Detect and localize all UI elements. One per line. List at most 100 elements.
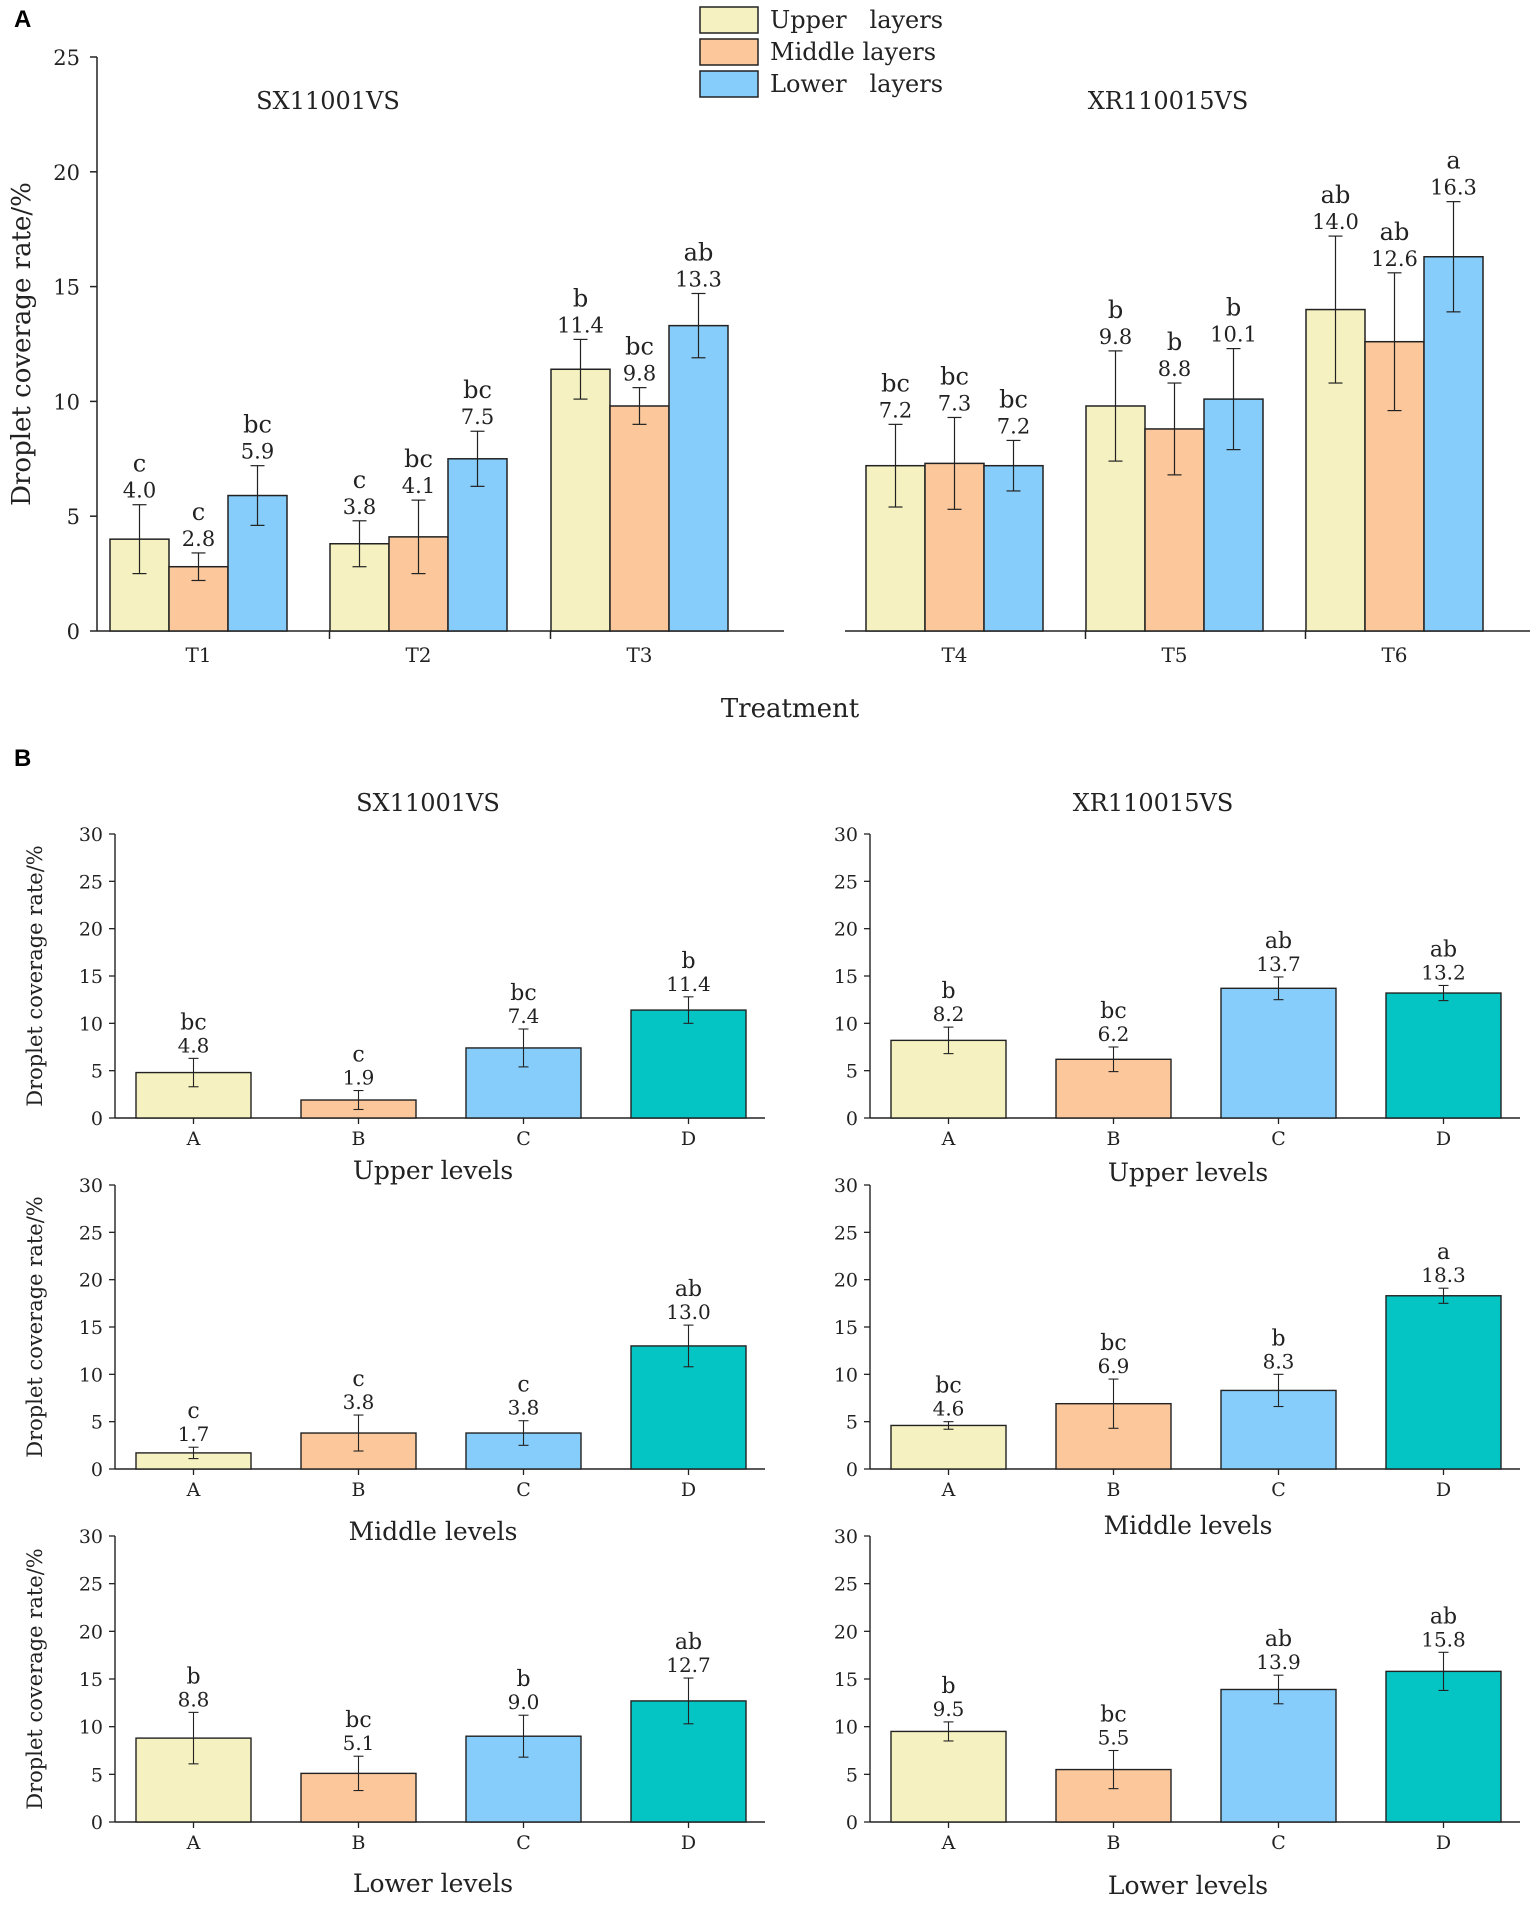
p00-ytick-label-0: 0 xyxy=(91,1108,103,1130)
p20-letter-label-D: ab xyxy=(675,1630,702,1655)
p01-letter-label-D: ab xyxy=(1430,937,1457,962)
p00-letter-label-C: bc xyxy=(510,981,536,1006)
p10-ytick-label-0: 0 xyxy=(91,1459,103,1481)
letter-label-T5-1: b xyxy=(1167,328,1182,356)
p00-xtick-label-A: A xyxy=(186,1128,201,1150)
p01-ytick-label-1: 5 xyxy=(846,1061,858,1083)
p11-ytick-label-6: 30 xyxy=(834,1175,858,1197)
letter-label-T2-1: bc xyxy=(404,445,433,473)
p11-xtick-label-D: D xyxy=(1436,1479,1451,1501)
legend-label-2: Lower layers xyxy=(770,70,943,98)
p20-letter-label-A: b xyxy=(186,1664,200,1689)
p10-value-label-B: 3.8 xyxy=(343,1390,375,1414)
p10-xtick-label-D: D xyxy=(681,1479,696,1501)
p00-value-label-D: 11.4 xyxy=(666,972,711,996)
p10-ylabel: Droplet coverage rate/% xyxy=(23,1196,47,1457)
p21-value-label-B: 5.5 xyxy=(1098,1726,1130,1750)
panel-a-xtick-label-T1: T1 xyxy=(185,643,211,667)
p20-ytick-label-0: 0 xyxy=(91,1812,103,1834)
value-label-T1-1: 2.8 xyxy=(182,527,215,551)
p21-ytick-label-5: 25 xyxy=(834,1574,858,1596)
value-label-T6-0: 14.0 xyxy=(1312,210,1359,234)
p01-letter-label-A: b xyxy=(941,979,955,1004)
value-label-T5-0: 9.8 xyxy=(1099,325,1132,349)
p01-level-label: Upper levels xyxy=(1108,1158,1268,1187)
p00-value-label-C: 7.4 xyxy=(508,1004,540,1028)
p01-ytick-label-3: 15 xyxy=(834,966,858,988)
letter-label-T5-2: b xyxy=(1226,294,1241,322)
p20-xtick-label-B: B xyxy=(352,1832,366,1854)
p21-bar-C xyxy=(1220,1688,1337,1823)
p21-level-label: Lower levels xyxy=(1108,1871,1268,1900)
p01-ytick-label-2: 10 xyxy=(834,1013,858,1035)
letter-label-T4-1: bc xyxy=(940,362,969,390)
p10-level-label: Middle levels xyxy=(349,1517,518,1546)
p11-ytick-label-1: 5 xyxy=(846,1412,858,1434)
p10-xtick-label-C: C xyxy=(516,1479,531,1501)
value-label-T6-2: 16.3 xyxy=(1430,176,1477,200)
p20-ytick-label-5: 25 xyxy=(79,1574,103,1596)
p20-ytick-label-2: 10 xyxy=(79,1717,103,1739)
value-label-T2-2: 7.5 xyxy=(461,405,494,429)
p01-ytick-label-0: 0 xyxy=(846,1108,858,1130)
p10-letter-label-B: c xyxy=(352,1367,364,1392)
bar-T4-2 xyxy=(983,464,1044,632)
legend-label-0: Upper layers xyxy=(770,6,943,34)
value-label-T4-1: 7.3 xyxy=(938,391,971,415)
panel-a-xtick-label-T4: T4 xyxy=(941,643,967,667)
p10-ytick-label-1: 5 xyxy=(91,1412,103,1434)
p10-ytick-label-5: 25 xyxy=(79,1222,103,1244)
p01-ytick-label-5: 25 xyxy=(834,871,858,893)
p10-ytick-label-3: 15 xyxy=(79,1317,103,1339)
p10-ytick-label-4: 20 xyxy=(79,1270,103,1292)
value-label-T3-2: 13.3 xyxy=(675,267,722,291)
p00-letter-label-A: bc xyxy=(180,1010,206,1035)
p00-xtick-label-D: D xyxy=(681,1128,696,1150)
panel-a-xtick-label-T3: T3 xyxy=(626,643,652,667)
p21-ytick-label-1: 5 xyxy=(846,1764,858,1786)
p00-ytick-label-5: 25 xyxy=(79,871,103,893)
p10-ytick-label-2: 10 xyxy=(79,1364,103,1386)
p20-ylabel: Droplet coverage rate/% xyxy=(23,1548,47,1809)
p00-bar-D xyxy=(630,1009,747,1119)
p20-value-label-B: 5.1 xyxy=(343,1731,375,1755)
value-label-T1-0: 4.0 xyxy=(123,479,156,503)
p01-letter-label-C: ab xyxy=(1265,929,1292,954)
panel-b-title-0: SX11001VS xyxy=(356,789,500,817)
p11-xtick-label-B: B xyxy=(1107,1479,1121,1501)
p21-letter-label-B: bc xyxy=(1100,1703,1126,1728)
p00-xtick-label-C: C xyxy=(516,1128,531,1150)
panel-a-chart: 0 5 10 15 20 25 Droplet coverage rate/% Treatme… xyxy=(7,46,1530,724)
panel-a-xtick-label-T2: T2 xyxy=(405,643,431,667)
panel-a-ylabel: Droplet coverage rate/% xyxy=(7,182,37,506)
p21-bar-A xyxy=(890,1730,1007,1823)
p11-letter-label-C: b xyxy=(1271,1326,1285,1351)
p00-letter-label-D: b xyxy=(681,949,695,974)
p11-value-label-A: 4.6 xyxy=(933,1397,965,1421)
p11-xtick-label-C: C xyxy=(1271,1479,1286,1501)
p11-ytick-label-3: 15 xyxy=(834,1317,858,1339)
p10-xtick-label-B: B xyxy=(352,1479,366,1501)
p20-ytick-label-3: 15 xyxy=(79,1669,103,1691)
p21-ytick-label-3: 15 xyxy=(834,1669,858,1691)
letter-label-T2-2: bc xyxy=(463,376,492,404)
p20-letter-label-B: bc xyxy=(345,1708,371,1733)
p00-ytick-label-4: 20 xyxy=(79,919,103,941)
p01-xtick-label-A: A xyxy=(941,1128,956,1150)
p00-xtick-label-B: B xyxy=(352,1128,366,1150)
p00-ytick-label-2: 10 xyxy=(79,1013,103,1035)
p21-value-label-C: 13.9 xyxy=(1256,1650,1301,1674)
p11-ytick-label-2: 10 xyxy=(834,1364,858,1386)
value-label-T2-1: 4.1 xyxy=(402,474,435,498)
p11-ytick-label-5: 25 xyxy=(834,1222,858,1244)
panel-a-ytick-label-2: 10 xyxy=(53,390,80,414)
bar-T3-0 xyxy=(550,368,611,632)
p20-value-label-A: 8.8 xyxy=(178,1687,210,1711)
p11-xtick-label-A: A xyxy=(941,1479,956,1501)
p20-ytick-label-6: 30 xyxy=(79,1526,103,1548)
p21-xtick-label-A: A xyxy=(941,1832,956,1854)
legend-swatch-0 xyxy=(699,6,759,34)
panel-a-letter: A xyxy=(14,6,31,33)
p11-ytick-label-4: 20 xyxy=(834,1270,858,1292)
